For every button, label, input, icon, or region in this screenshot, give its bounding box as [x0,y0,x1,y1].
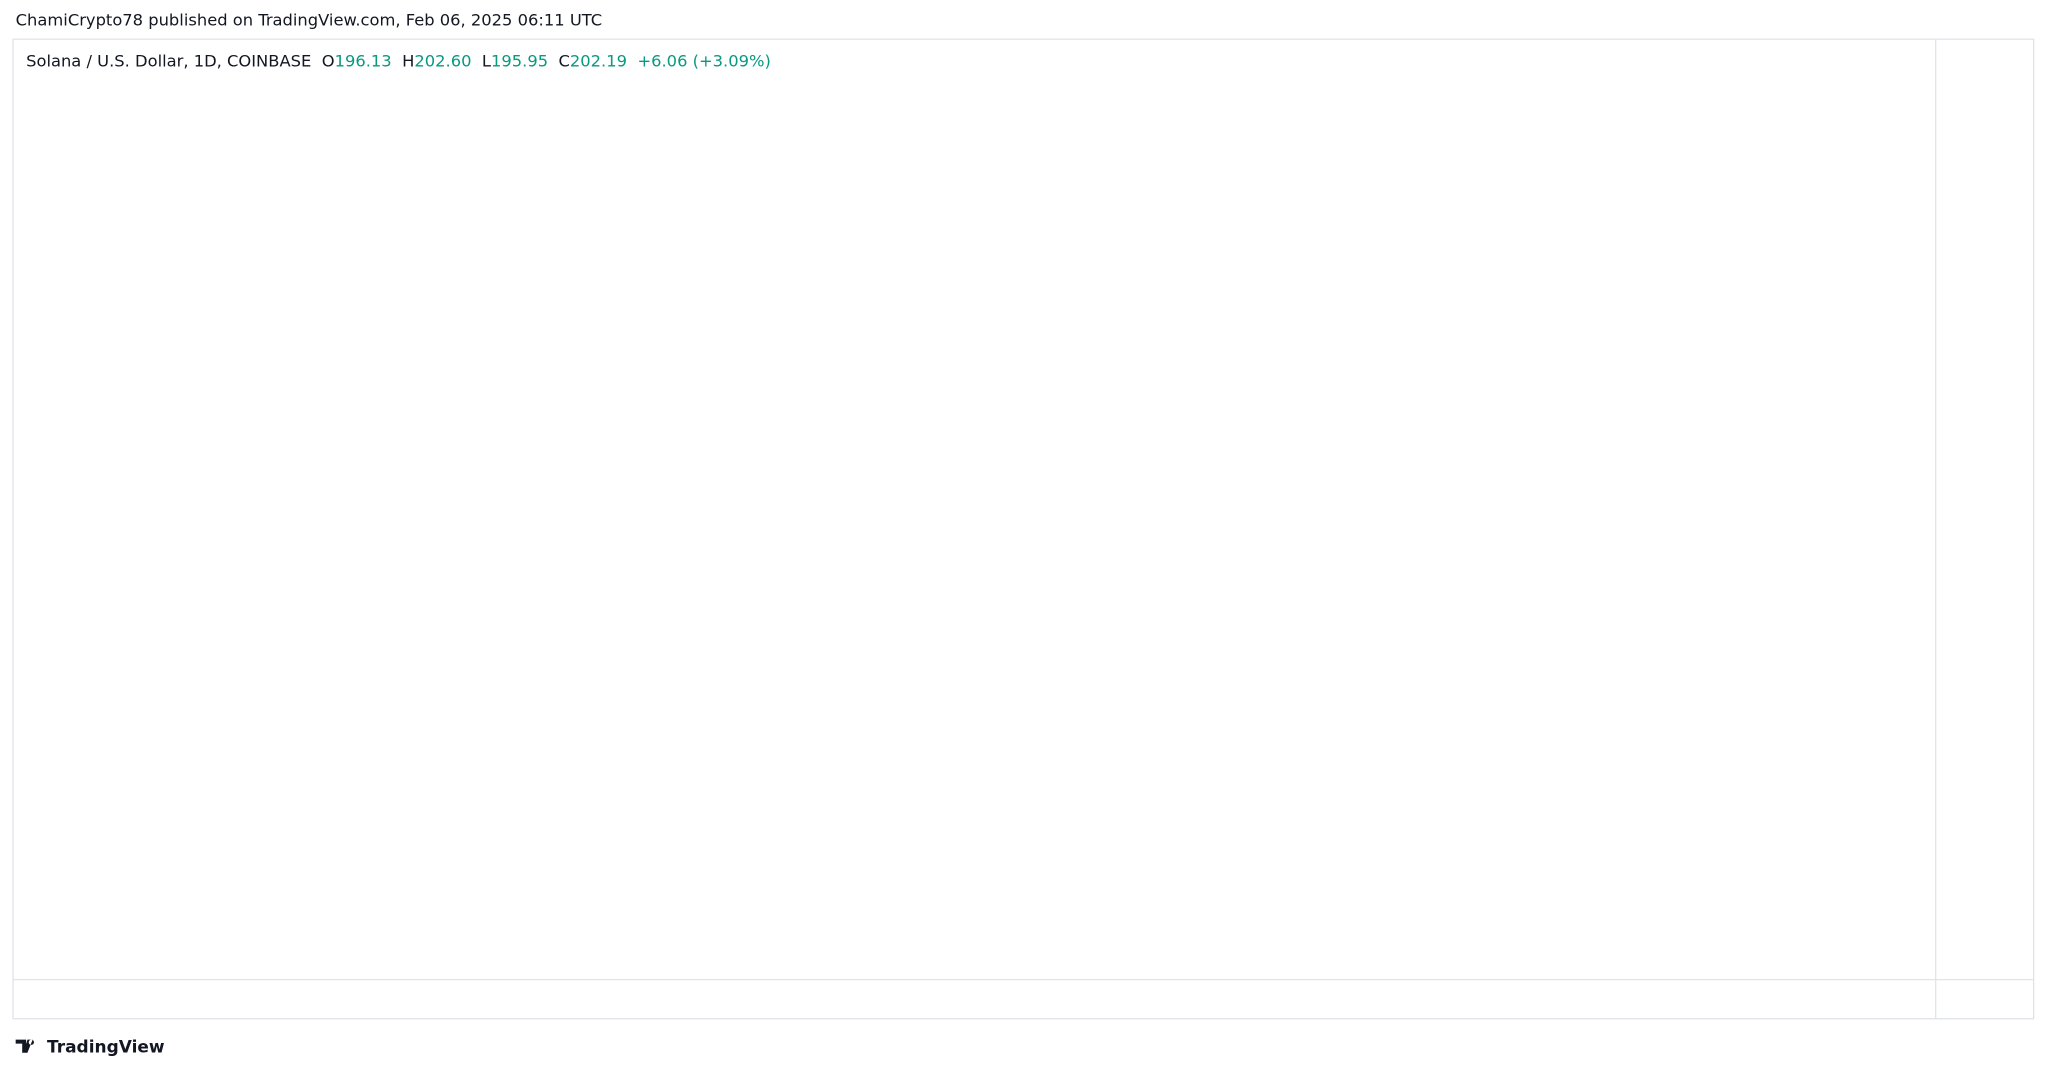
ohlc-key: C [559,51,570,70]
ohlc-value: 195.95 [491,51,548,70]
publisher-line: ChamiCrypto78 published on TradingView.c… [16,10,602,29]
ohlc-key: L [482,51,491,70]
ohlc-value: 202.19 [570,51,627,70]
brand-name: TradingView [47,1038,165,1058]
chart-frame [12,38,2035,1020]
change-value: +6.06 (+3.09%) [637,51,770,70]
brand-logo: TradingView [15,1038,165,1058]
ohlc-key: O [322,51,335,70]
ohlc-value: 196.13 [335,51,392,70]
ohlc-key: H [402,51,414,70]
legend-line: Solana / U.S. Dollar, 1D, COINBASE O196.1… [26,51,771,70]
symbol-title: Solana / U.S. Dollar, 1D, COINBASE [26,51,311,70]
ohlc-value: 202.60 [414,51,471,70]
